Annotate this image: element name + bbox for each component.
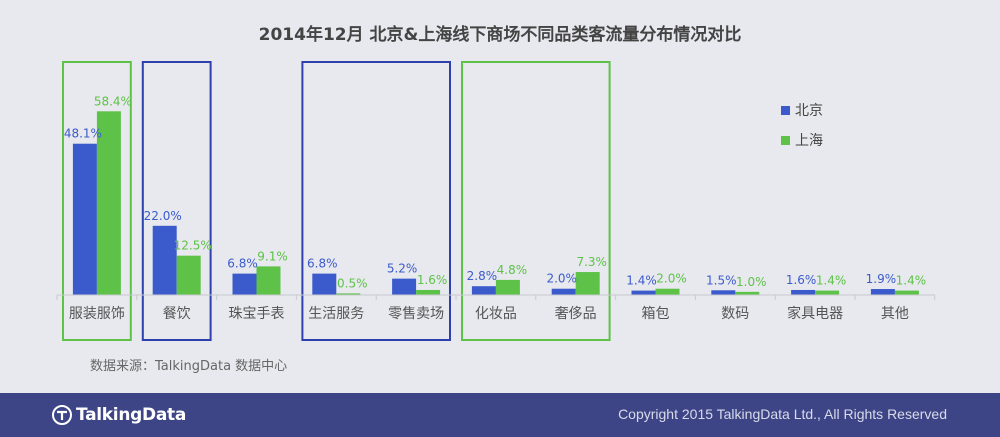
bar-beijing (152, 225, 177, 295)
bar-beijing (72, 143, 97, 295)
bar-shanghai (894, 290, 919, 295)
legend-swatch (781, 106, 790, 115)
bar-beijing (631, 290, 656, 295)
bar-beijing (711, 290, 736, 295)
data-label-beijing: 22.0% (144, 209, 182, 223)
category-label: 数码 (721, 306, 749, 322)
data-label-beijing: 5.2% (387, 262, 418, 276)
category-label: 服装服饰 (69, 306, 125, 322)
highlight-box (461, 61, 611, 341)
legend-label: 上海 (795, 133, 823, 149)
category-label: 珠宝手表 (229, 306, 285, 322)
footer-bar: TalkingData Copyright 2015 TalkingData L… (0, 393, 1000, 437)
data-label-beijing: 6.8% (307, 257, 338, 271)
category-label: 家具电器 (787, 305, 843, 322)
bar-shanghai (96, 111, 121, 296)
data-labels: 48.1%58.4%22.0%12.5%6.8%9.1%6.8%0.5%5.2%… (64, 94, 926, 290)
bar-beijing (551, 288, 576, 295)
bar-beijing (471, 286, 496, 295)
data-label-shanghai: 4.8% (497, 263, 528, 277)
talkingdata-logo-icon (52, 405, 72, 425)
bar-shanghai (176, 255, 201, 295)
data-label-shanghai: 1.4% (896, 274, 927, 288)
category-labels: 服装服饰 餐饮 珠宝手表 生活服务 零售卖场 化妆品 奢侈品 箱包 数码 家具电器 其他 (69, 305, 909, 322)
data-label-shanghai: 1.4% (816, 274, 847, 288)
bar-beijing (392, 278, 417, 295)
data-label-beijing: 1.5% (706, 273, 737, 287)
legend-label: 北京 (795, 103, 823, 119)
source-note: 数据来源：TalkingData 数据中心 (90, 359, 287, 374)
data-label-shanghai: 1.6% (417, 273, 448, 287)
data-label-beijing: 2.8% (467, 269, 498, 283)
category-label: 零售卖场 (388, 306, 444, 322)
bar-shanghai (336, 293, 361, 295)
data-label-shanghai: 12.5% (174, 239, 212, 253)
highlight-box (62, 61, 132, 341)
data-label-beijing: 48.1% (64, 127, 102, 141)
highlight-box (301, 61, 451, 341)
data-label-beijing: 6.8% (227, 257, 258, 271)
bars (72, 111, 919, 296)
bar-beijing (232, 273, 257, 295)
chart: 2014年12月 北京&上海线下商场不同品类客流量分布情况对比 48.1% 58.… (56, 24, 936, 374)
data-label-shanghai: 7.3% (576, 255, 607, 269)
data-label-shanghai: 9.1% (257, 249, 288, 263)
bar-beijing (870, 289, 895, 295)
x-axis-ticks (56, 295, 936, 300)
bar-beijing (791, 289, 816, 295)
brand-name: TalkingData (76, 405, 186, 425)
data-label-shanghai: 0.5% (337, 276, 368, 290)
highlight-box (141, 61, 212, 341)
legend-swatch (781, 136, 790, 145)
data-label-beijing: 1.9% (866, 272, 897, 286)
bar-shanghai (735, 291, 760, 295)
data-label-shanghai: 58.4% (94, 94, 132, 108)
category-label: 生活服务 (308, 306, 364, 322)
data-label-beijing: 1.6% (786, 273, 817, 287)
copyright-text: Copyright 2015 TalkingData Ltd., All Rig… (618, 406, 947, 422)
category-label: 其他 (881, 306, 909, 322)
data-label-beijing: 1.4% (626, 274, 657, 288)
data-label-shanghai: 1.0% (736, 275, 767, 289)
highlight-boxes (62, 61, 611, 341)
category-label: 箱包 (642, 306, 670, 322)
bar-shanghai (575, 272, 600, 295)
chart-title: 2014年12月 北京&上海线下商场不同品类客流量分布情况对比 (259, 24, 742, 45)
data-label-beijing: 2.0% (546, 272, 577, 286)
category-label: 餐饮 (163, 306, 191, 322)
category-label: 化妆品 (475, 306, 517, 322)
data-label-shanghai: 2.0% (656, 272, 687, 286)
brand-logo: TalkingData (52, 404, 186, 426)
bar-shanghai (416, 289, 441, 295)
bar-shanghai (815, 290, 840, 295)
bar-shanghai (256, 266, 281, 295)
bar-shanghai (655, 288, 680, 295)
bar-shanghai (495, 279, 520, 295)
category-label: 奢侈品 (555, 306, 597, 322)
bar-beijing (312, 273, 337, 295)
